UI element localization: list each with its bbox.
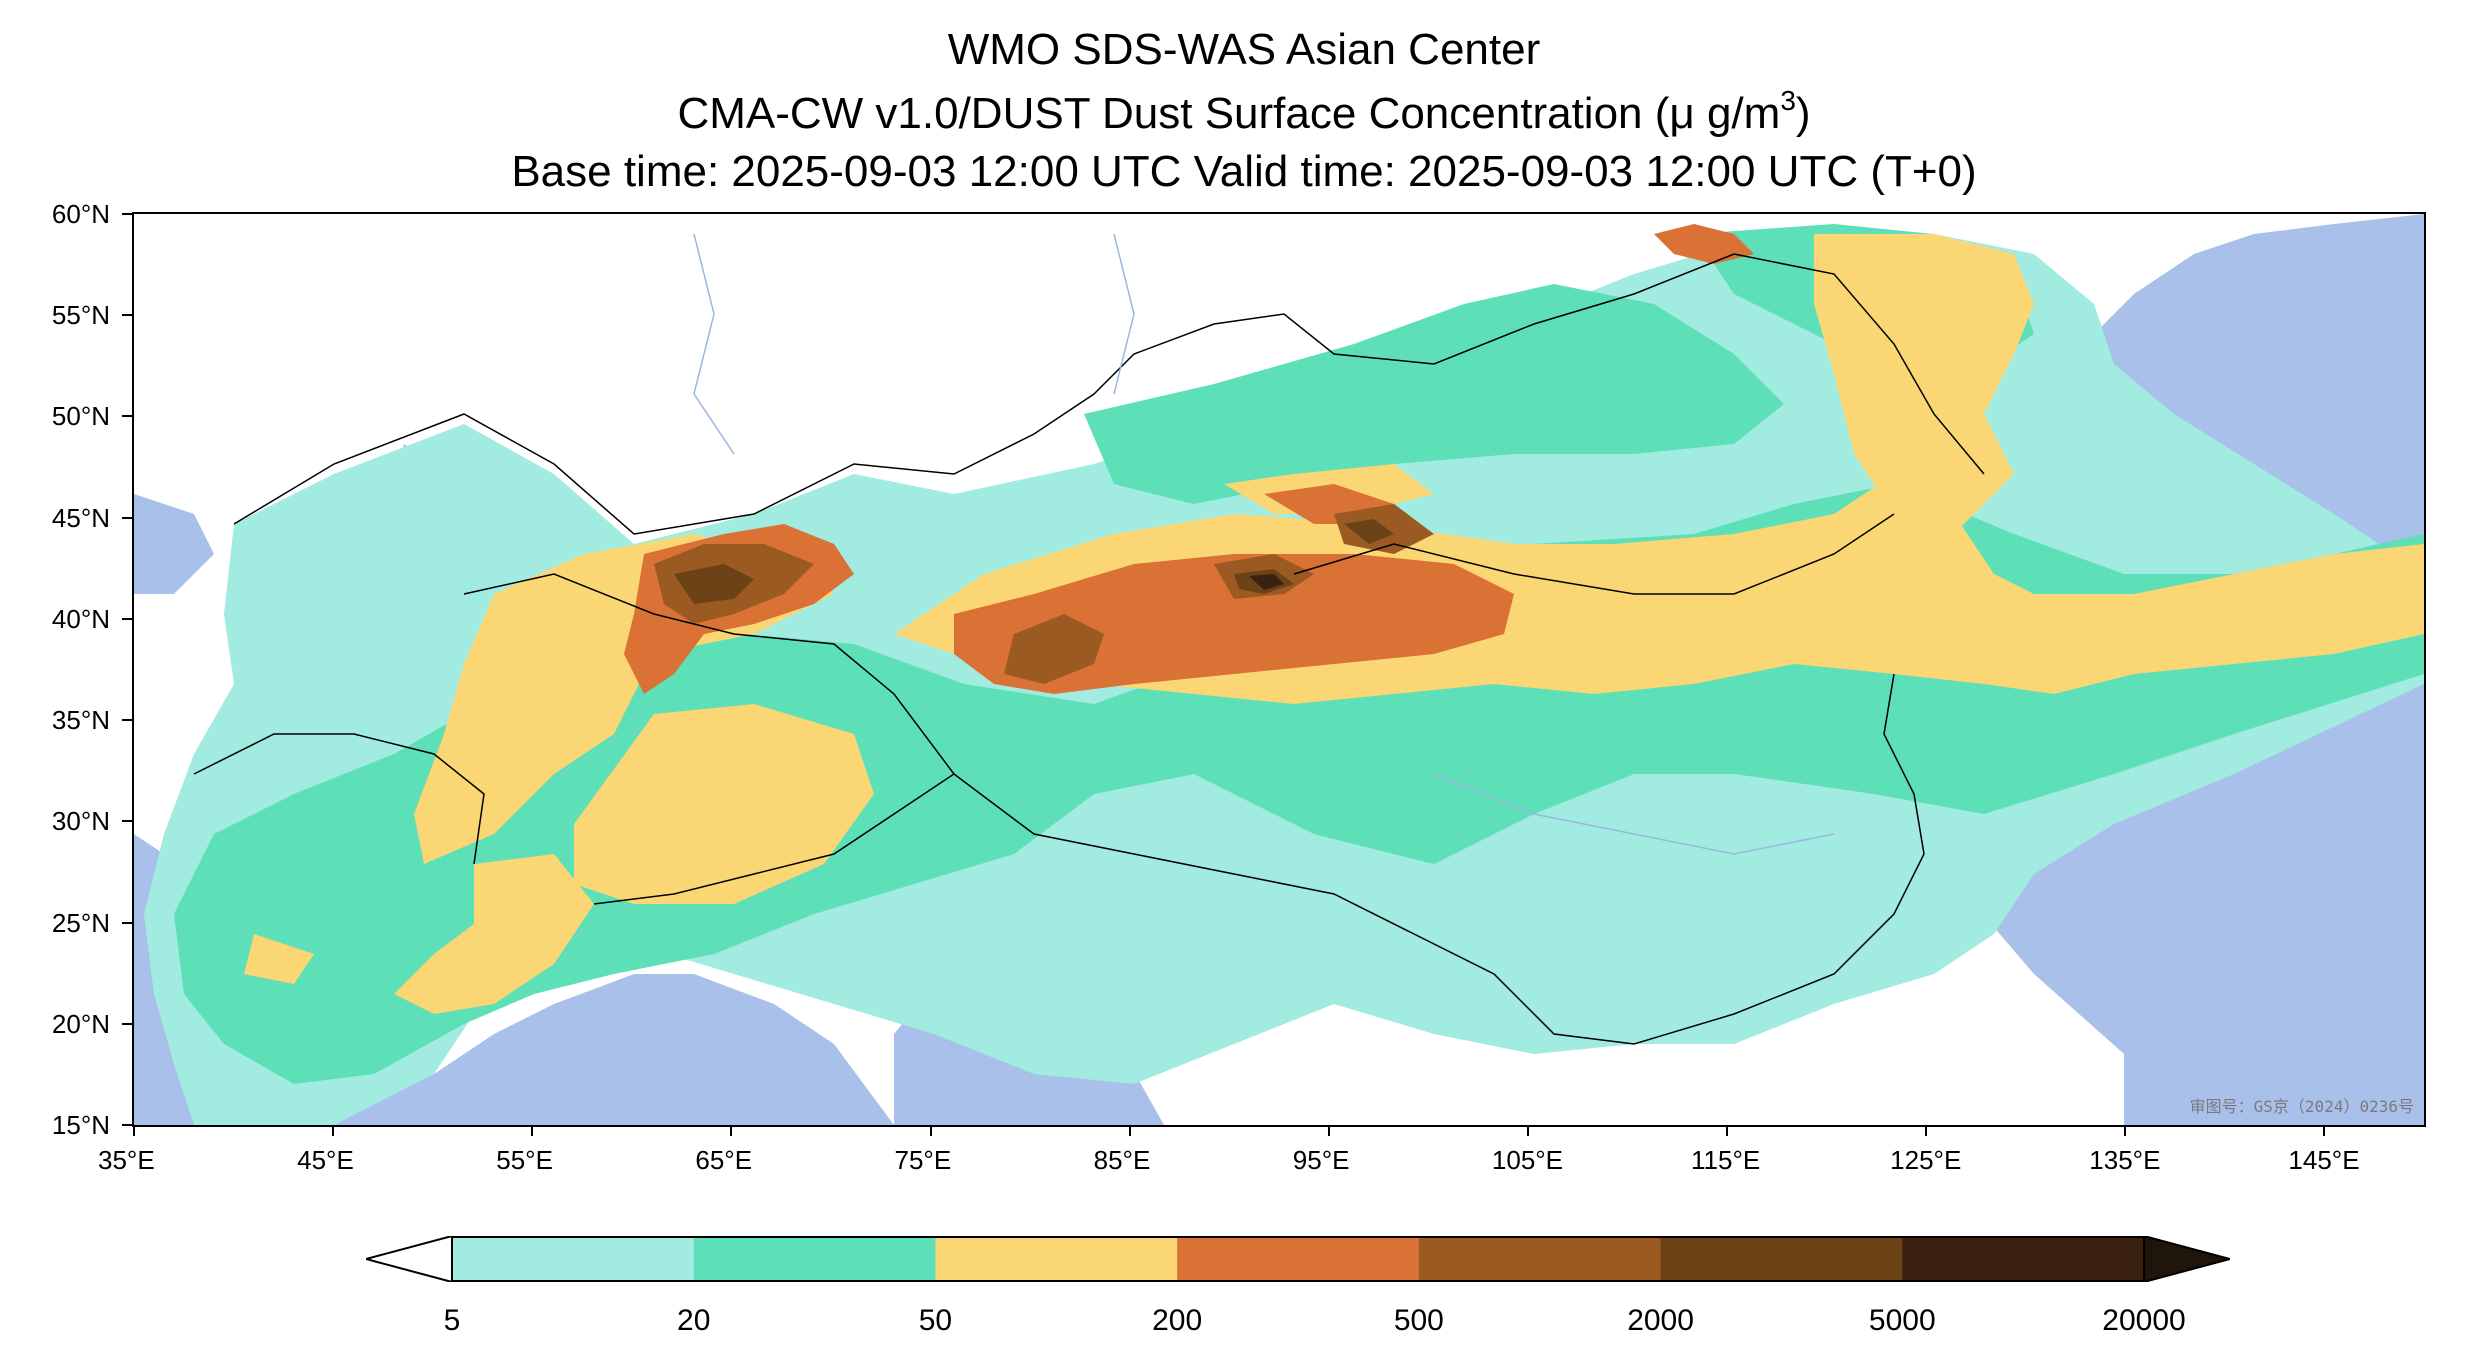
lon-tick-label: 105°E [1491,1145,1564,1175]
lat-tick-label: 50°N [51,401,110,432]
lon-tick-label: 135°E [2089,1145,2161,1175]
lon-tick-label: 45°E [297,1145,354,1175]
map-approval-number: 审图号：GS京（2024）0236号 [2189,1097,2414,1116]
colorbar-tick-label: 2000 [1627,1304,1694,1337]
colorbar-tick-label: 20 [677,1304,711,1337]
lat-tick-label: 15°N [51,1110,110,1140]
lon-tick-label: 95°E [1292,1145,1350,1175]
lon-tick-label: 75°E [894,1145,952,1175]
lat-tick-mark [122,516,132,519]
colorbar-segment [1418,1237,1662,1281]
lat-tick-label: 35°N [51,705,110,736]
lat-tick-mark [122,820,132,823]
map-area: 审图号：GS京（2024）0236号 [134,214,2424,1125]
lon-tick-mark [1526,1126,1529,1136]
lat-tick-label: 30°N [51,806,110,837]
lon-tick-mark [1128,1126,1131,1136]
colorbar [366,1236,2230,1282]
lon-tick-label: 65°E [695,1145,753,1175]
title-line-3: Base time: 2025-09-03 12:00 UTC Valid ti… [511,147,1977,196]
colorbar-tick-label: 5000 [1868,1304,1936,1337]
lon-tick-mark [1726,1126,1729,1136]
lat-tick-mark [122,1124,132,1126]
lon-tick-mark [929,1126,932,1136]
lon-tick-label: 115°E [1691,1145,1761,1175]
lat-tick-mark [122,314,132,317]
lon-tick-mark [2323,1126,2326,1136]
lat-tick-mark [122,415,132,418]
lon-tick-mark [1327,1126,1330,1136]
lon-tick-mark [133,1126,135,1136]
colorbar-outline [451,1236,2145,1282]
lat-tick-mark [122,213,132,215]
lon-tick-label: 35°E [98,1145,155,1175]
black-sea [134,494,214,594]
dust-5000-20000 [1249,574,1284,590]
lon-tick-mark [730,1126,733,1136]
colorbar-segment [452,1237,695,1281]
colorbar-low-extend [366,1236,453,1282]
lon-tick-mark [531,1126,534,1136]
rivers [693,233,1835,855]
colorbar-segment [693,1237,936,1281]
lat-tick-mark [122,921,132,924]
lat-tick-label: 45°N [51,502,110,533]
lat-tick-mark [122,1022,132,1025]
colorbar-segments [452,1237,2145,1281]
colorbar-high-extend [2143,1236,2230,1282]
colorbar-tick-label: 200 [1152,1304,1203,1337]
lon-tick-mark [332,1126,335,1136]
title-line-1: WMO SDS-WAS Asian Center [947,25,1541,74]
lon-tick-label: 85°E [1093,1145,1151,1175]
colorbar-segment [1177,1237,1420,1281]
colorbar-tick-label: 5 [443,1304,461,1337]
colorbar-tick-label: 500 [1393,1304,1444,1337]
title-line-2-superscript: 3 [1780,85,1796,116]
colorbar-segment [1660,1237,1903,1281]
lat-tick-mark [122,617,132,620]
lon-tick-mark [2124,1126,2127,1136]
lon-tick-label: 145°E [2288,1145,2360,1175]
borders [193,253,1985,1045]
colorbar-segment [1902,1237,2145,1281]
lon-tick-mark [1925,1126,1928,1136]
colorbar-tick-label: 50 [918,1304,953,1337]
lon-tick-label: 125°E [1890,1145,1962,1175]
lon-tick-label: 55°E [496,1145,553,1175]
dust-map [134,214,2424,1125]
lat-tick-label: 25°N [51,907,110,938]
lat-tick-label: 60°N [51,199,110,229]
colorbar-tick-label: 20000 [2102,1304,2186,1337]
lat-tick-label: 40°N [51,603,110,634]
lat-tick-mark [122,719,132,722]
colorbar-segment [935,1237,1178,1281]
title-line-2-main: CMA-CW v1.0/DUST Dust Surface Concentrat… [677,89,1781,138]
arabian-sea [134,974,894,1125]
title-line-2: CMA-CW v1.0/DUST Dust Surface Concentrat… [0,87,2488,138]
title-line-2-end: ) [1795,89,1811,138]
lat-tick-label: 55°N [51,300,110,331]
lat-tick-label: 20°N [51,1008,110,1039]
